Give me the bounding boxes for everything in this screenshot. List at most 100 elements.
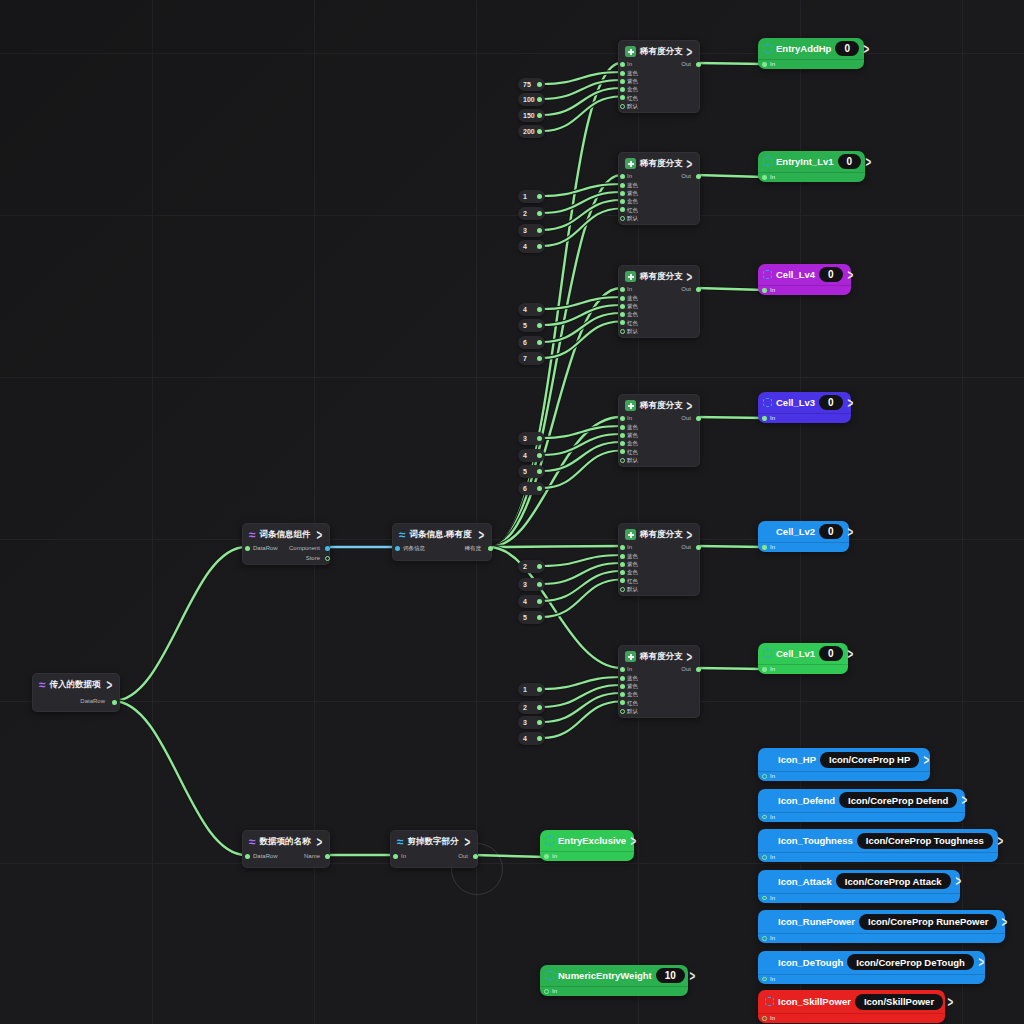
store-out-port[interactable] — [325, 556, 330, 561]
constant-node[interactable]: 3 — [518, 716, 545, 729]
chevron-icon[interactable]: > — [962, 794, 968, 807]
branch-case-port[interactable] — [620, 700, 625, 705]
icon-pill[interactable]: Icon_AttackIcon/CoreProp Attack>In — [758, 870, 960, 903]
constant-node[interactable]: 2 — [518, 207, 545, 220]
constant-out-port[interactable] — [537, 564, 542, 569]
component-node[interactable]: ≈词条信息组件>DataRowComponentStore — [242, 523, 330, 565]
wire[interactable] — [697, 668, 764, 669]
icon-pill[interactable]: Icon_DefendIcon/CoreProp Defend>In — [758, 789, 965, 822]
branch-node[interactable]: 稀有度分支>InOut蓝色紫色金色红色默认 — [618, 523, 700, 596]
constant-out-port[interactable] — [537, 82, 542, 87]
wire[interactable] — [113, 547, 246, 701]
constant-out-port[interactable] — [537, 340, 542, 345]
constant-out-port[interactable] — [537, 705, 542, 710]
pill-in-port[interactable] — [762, 896, 767, 901]
chevron-icon[interactable]: > — [689, 969, 695, 982]
result-pill[interactable]: EntryAddHp0>In — [758, 38, 864, 69]
chevron-icon[interactable]: > — [978, 956, 984, 969]
branch-case-port[interactable] — [620, 199, 625, 204]
branch-case-port[interactable] — [620, 562, 625, 567]
branch-default-port[interactable] — [620, 104, 625, 109]
branch-out-port[interactable] — [696, 174, 701, 179]
chevron-icon[interactable]: > — [847, 268, 853, 281]
source-out-port[interactable] — [112, 700, 117, 705]
chevron-icon[interactable]: > — [687, 157, 693, 170]
branch-default-port[interactable] — [620, 458, 625, 463]
pill-in-port[interactable] — [762, 936, 767, 941]
chevron-icon[interactable]: > — [1002, 915, 1008, 928]
icon-pill[interactable]: Icon_RunePowerIcon/CoreProp RunePower>In — [758, 910, 1005, 943]
branch-case-port[interactable] — [620, 304, 625, 309]
branch-case-port[interactable] — [620, 207, 625, 212]
constant-out-port[interactable] — [537, 211, 542, 216]
constant-node[interactable]: 5 — [518, 465, 545, 478]
constant-out-port[interactable] — [537, 687, 542, 692]
branch-out-port[interactable] — [696, 667, 701, 672]
rarity-out-port[interactable] — [488, 546, 493, 551]
branch-default-port[interactable] — [620, 216, 625, 221]
constant-out-port[interactable] — [537, 113, 542, 118]
chevron-icon[interactable]: > — [997, 834, 1003, 847]
branch-default-port[interactable] — [620, 329, 625, 334]
pill-in-port[interactable] — [762, 977, 767, 982]
constant-node[interactable]: 2 — [518, 701, 545, 714]
branch-node[interactable]: 稀有度分支>InOut蓝色紫色金色红色默认 — [618, 152, 700, 225]
branch-in-port[interactable] — [620, 287, 625, 292]
chevron-icon[interactable]: > — [687, 650, 693, 663]
branch-out-port[interactable] — [696, 416, 701, 421]
branch-case-port[interactable] — [620, 692, 625, 697]
constant-out-port[interactable] — [537, 720, 542, 725]
chevron-icon[interactable]: > — [687, 528, 693, 541]
constant-node[interactable]: 75 — [518, 78, 545, 91]
pill-in-port[interactable] — [762, 667, 767, 672]
constant-node[interactable]: 7 — [518, 352, 545, 365]
icon-pill[interactable]: Icon_ToughnessIcon/CoreProp Toughness>In — [758, 829, 998, 862]
chevron-icon[interactable]: > — [687, 270, 693, 283]
constant-node[interactable]: 200 — [518, 125, 545, 138]
source-node[interactable]: ≈传入的数据项>DataRow — [32, 673, 120, 712]
pill-in-port[interactable] — [762, 62, 767, 67]
branch-node[interactable]: 稀有度分支>InOut蓝色紫色金色红色默认 — [618, 265, 700, 338]
branch-node[interactable]: 稀有度分支>InOut蓝色紫色金色红色默认 — [618, 394, 700, 467]
result-pill[interactable]: Cell_Lv20>In — [758, 521, 849, 552]
branch-default-port[interactable] — [620, 709, 625, 714]
constant-node[interactable]: 4 — [518, 303, 545, 316]
chevron-icon[interactable]: > — [687, 45, 693, 58]
chevron-icon[interactable]: > — [847, 647, 853, 660]
wire[interactable] — [113, 701, 246, 855]
result-pill[interactable]: Cell_Lv40>In — [758, 264, 851, 295]
name-out-port[interactable] — [325, 854, 330, 859]
exclusive-pill[interactable]: EntryExclusive>In — [540, 830, 634, 861]
constant-node[interactable]: 1 — [518, 683, 545, 696]
chevron-icon[interactable]: > — [317, 528, 323, 541]
trim-in-port[interactable] — [393, 854, 398, 859]
branch-in-port[interactable] — [620, 416, 625, 421]
component-in-port[interactable] — [245, 546, 250, 551]
component-out-port[interactable] — [325, 546, 330, 551]
constant-out-port[interactable] — [537, 244, 542, 249]
pill-in-port[interactable] — [762, 1016, 767, 1021]
pill-in-port[interactable] — [762, 815, 767, 820]
pill-in-port[interactable] — [762, 288, 767, 293]
result-pill[interactable]: Cell_Lv30>In — [758, 392, 851, 423]
branch-case-port[interactable] — [620, 87, 625, 92]
branch-in-port[interactable] — [620, 667, 625, 672]
constant-out-port[interactable] — [537, 736, 542, 741]
constant-node[interactable]: 5 — [518, 611, 545, 624]
trim-node[interactable]: ≈剪掉数字部分>InOut — [390, 830, 478, 868]
result-pill[interactable]: Cell_Lv10>In — [758, 643, 848, 674]
branch-case-port[interactable] — [620, 320, 625, 325]
constant-node[interactable]: 3 — [518, 224, 545, 237]
weight-pill[interactable]: NumericEntryWeight10>In — [540, 965, 688, 996]
branch-out-port[interactable] — [696, 287, 701, 292]
constant-node[interactable]: 1 — [518, 190, 545, 203]
constant-node[interactable]: 4 — [518, 240, 545, 253]
chevron-icon[interactable]: > — [955, 875, 961, 888]
branch-node[interactable]: 稀有度分支>InOut蓝色紫色金色红色默认 — [618, 40, 700, 113]
branch-case-port[interactable] — [620, 95, 625, 100]
branch-out-port[interactable] — [696, 62, 701, 67]
chevron-icon[interactable]: > — [847, 525, 853, 538]
constant-out-port[interactable] — [537, 486, 542, 491]
branch-case-port[interactable] — [620, 554, 625, 559]
wire[interactable] — [697, 546, 764, 547]
